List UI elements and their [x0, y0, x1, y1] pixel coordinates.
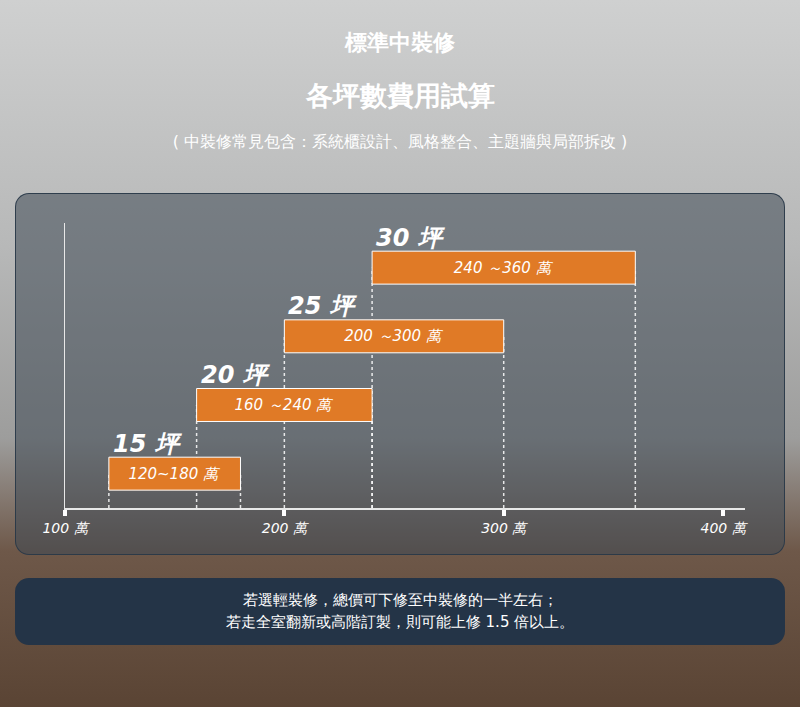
svg-text:25 坪: 25 坪: [288, 292, 358, 320]
html-text:各坪數費用試算: 各坪數費用試算: [305, 80, 495, 111]
svg-text:20 坪: 20 坪: [201, 361, 271, 389]
svg-text:30 坪: 30 坪: [376, 224, 446, 252]
svg-text:120~180 萬: 120~180 萬: [128, 465, 221, 483]
svg-text:200 ～300 萬: 200 ～300 萬: [344, 327, 444, 345]
svg-text:15 坪: 15 坪: [113, 430, 183, 458]
html-text:標準中裝修: 標準中裝修: [345, 30, 455, 55]
svg-text:200 萬: 200 萬: [262, 520, 309, 536]
html-text:若選輕裝修，總價可下修至中裝修的一半左右；: 若選輕裝修，總價可下修至中裝修的一半左右；: [242, 591, 558, 609]
svg-text:240 ～360 萬: 240 ～360 萬: [454, 259, 554, 277]
html-text:若走全室翻新或高階訂製，則可能上修 1.5 倍以上。: 若走全室翻新或高階訂製，則可能上修 1.5 倍以上。: [225, 613, 575, 631]
svg-text:300 萬: 300 萬: [481, 520, 528, 536]
svg-text:160 ～240 萬: 160 ～240 萬: [234, 396, 334, 414]
svg-text:400 萬: 400 萬: [700, 520, 747, 536]
html-text:( 中裝修常見包含：系統櫃設計、風格整合、主題牆與局部拆改: ( 中裝修常見包含：系統櫃設計、風格整合、主題牆與局部拆改 ): [172, 132, 628, 151]
svg-text:100 萬: 100 萬: [42, 520, 89, 536]
